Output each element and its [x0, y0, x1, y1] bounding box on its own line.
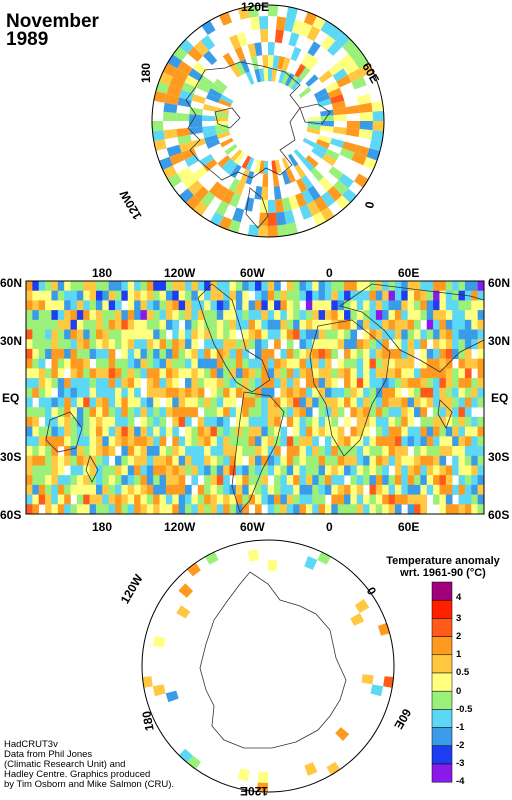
band-bottom-label-0: 0 — [326, 520, 333, 534]
band-bottom-label-180: 180 — [92, 520, 113, 534]
legend-swatch — [431, 709, 453, 728]
credits-line4: Hadley Centre. Graphics produced — [4, 769, 151, 780]
band-top-label-120w: 120W — [164, 266, 196, 280]
band-top-label-60w: 60W — [240, 266, 265, 280]
band-right-label-60n: 60N — [488, 276, 511, 290]
legend-swatch — [431, 727, 453, 747]
legend-tick-4: 4 — [456, 592, 462, 603]
band-left-label-60s: 60S — [0, 508, 22, 522]
mid-latitude-band-map — [25, 280, 485, 515]
legend-tick-neg-2: -2 — [456, 740, 465, 751]
band-bottom-label-120w: 120W — [164, 520, 196, 534]
credits-line2: Data from Phil Jones — [4, 749, 93, 760]
legend-title-line2: wrt. 1961-90 (°C) — [400, 567, 486, 579]
credits-line5: by Tim Osborn and Mike Salmon (CRU). — [4, 779, 174, 790]
band-right-label-30n: 30N — [488, 334, 511, 348]
legend-tick-neg-1: -1 — [456, 722, 465, 733]
band-left-label-30s: 30S — [0, 450, 22, 464]
band-right-label-60s: 60S — [488, 508, 510, 522]
credits-line1: HadCRUT3v — [4, 739, 58, 750]
arctic-coastline — [185, 61, 331, 229]
legend-title: Temperature anomaly wrt. 1961-90 (°C) — [378, 555, 508, 579]
legend-tick-1: 1 — [456, 649, 462, 660]
continent-outlines — [45, 283, 484, 513]
title-month: November — [6, 11, 99, 32]
sp-label-120e: 120E — [240, 784, 269, 798]
band-top-label-180: 180 — [92, 266, 113, 280]
band-right-label-30s: 30S — [488, 450, 510, 464]
legend-title-line1: Temperature anomaly — [386, 555, 500, 567]
legend-swatch — [431, 618, 453, 637]
band-left-label-30n: 30N — [0, 334, 23, 348]
legend-swatch — [431, 581, 453, 601]
legend-swatch — [431, 654, 453, 674]
legend-swatch — [431, 745, 453, 765]
legend-tick-neg-4: -4 — [456, 776, 465, 787]
band-left-label-eq: EQ — [2, 391, 20, 405]
north-polar-map — [151, 4, 385, 238]
np-label-180: 180 — [139, 62, 154, 84]
band-bottom-label-60e: 60E — [398, 520, 420, 534]
legend-tick-0: 0 — [456, 686, 462, 697]
legend-swatch — [431, 672, 453, 692]
band-right-label-eq: EQ — [491, 391, 509, 405]
legend-tick-0-5: 0.5 — [456, 667, 470, 678]
legend-swatch — [431, 690, 453, 710]
legend-swatch — [431, 636, 453, 656]
band-top-label-60e: 60E — [398, 266, 420, 280]
band-top-label-0: 0 — [326, 266, 333, 280]
band-bottom-label-60w: 60W — [240, 520, 265, 534]
legend-tick-neg-0-5: -0.5 — [456, 704, 473, 715]
legend-tick-3: 3 — [456, 613, 462, 624]
np-label-120e: 120E — [241, 0, 270, 14]
band-left-label-60n: 60N — [0, 276, 23, 290]
legend-swatch — [431, 599, 453, 619]
south-polar-map — [141, 539, 395, 793]
legend-swatch — [431, 763, 453, 783]
legend-tick-2: 2 — [456, 631, 462, 642]
title-year: 1989 — [6, 29, 49, 50]
credits-text: HadCRUT3v Data from Phil Jones (Climatic… — [4, 740, 174, 790]
antarctic-coastline — [199, 571, 347, 749]
legend-tick-neg-3: -3 — [456, 758, 465, 769]
legend-color-bar — [431, 581, 453, 783]
credits-line3: (Climatic Research Unit) and — [4, 759, 126, 770]
